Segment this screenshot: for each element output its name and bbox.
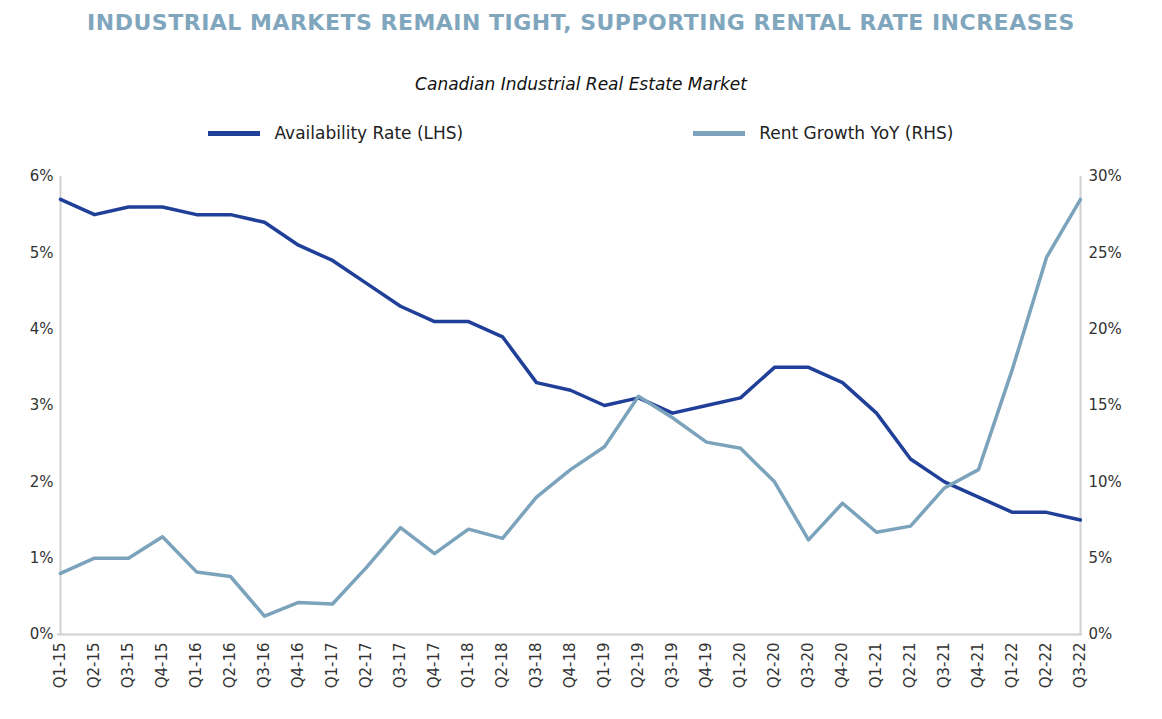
svg-text:Q3-22: Q3-22	[1071, 643, 1089, 689]
svg-text:Q3-17: Q3-17	[391, 643, 409, 689]
html-text:INDUSTRIAL MARKETS REMAIN TIGH: INDUSTRIAL MARKETS REMAIN TIGHT, SUPPORT…	[87, 10, 1075, 35]
svg-text:3%: 3%	[30, 396, 54, 414]
svg-text:Q2-18: Q2-18	[493, 643, 511, 689]
svg-text:4%: 4%	[30, 320, 54, 338]
html-text:Rent Growth YoY (RHS): Rent Growth YoY (RHS)	[759, 123, 954, 143]
svg-text:25%: 25%	[1089, 244, 1122, 262]
svg-text:Q1-18: Q1-18	[459, 643, 477, 689]
svg-text:Q2-22: Q2-22	[1037, 643, 1055, 689]
svg-text:Q3-16: Q3-16	[255, 643, 273, 689]
html-text:Availability Rate (LHS): Availability Rate (LHS)	[274, 123, 464, 143]
svg-text:Q2-20: Q2-20	[765, 643, 783, 689]
svg-text:Q2-19: Q2-19	[629, 643, 647, 689]
svg-text:1%: 1%	[30, 549, 54, 567]
svg-text:Q2-17: Q2-17	[357, 643, 375, 689]
svg-text:Q4-15: Q4-15	[153, 643, 171, 689]
svg-text:Q3-20: Q3-20	[799, 643, 817, 689]
svg-text:Q1-19: Q1-19	[595, 643, 613, 689]
svg-text:Q4-21: Q4-21	[969, 643, 987, 689]
svg-text:Q3-19: Q3-19	[663, 643, 681, 689]
svg-text:0%: 0%	[30, 625, 54, 643]
svg-text:Q2-15: Q2-15	[85, 643, 103, 689]
svg-text:Q1-20: Q1-20	[731, 643, 749, 689]
svg-text:Q1-21: Q1-21	[867, 643, 885, 689]
svg-text:0%: 0%	[1089, 625, 1113, 643]
svg-text:15%: 15%	[1089, 396, 1122, 414]
html-text:Canadian Industrial Real Estat: Canadian Industrial Real Estate Market	[415, 74, 747, 94]
svg-text:Q4-17: Q4-17	[425, 643, 443, 689]
svg-text:Q4-18: Q4-18	[561, 643, 579, 689]
svg-text:Q3-18: Q3-18	[527, 643, 545, 689]
svg-text:6%: 6%	[30, 167, 54, 185]
svg-text:Q2-21: Q2-21	[901, 643, 919, 689]
svg-text:20%: 20%	[1089, 320, 1122, 338]
svg-text:Q1-17: Q1-17	[323, 643, 341, 689]
svg-text:Q4-20: Q4-20	[833, 643, 851, 689]
svg-text:5%: 5%	[1089, 549, 1113, 567]
svg-text:30%: 30%	[1089, 167, 1122, 185]
svg-text:Q3-21: Q3-21	[935, 643, 953, 689]
svg-text:Q1-16: Q1-16	[187, 643, 205, 689]
svg-text:Q1-15: Q1-15	[51, 643, 69, 689]
svg-text:Q1-22: Q1-22	[1003, 643, 1021, 689]
svg-text:10%: 10%	[1089, 473, 1122, 491]
svg-text:Q4-16: Q4-16	[289, 643, 307, 689]
svg-text:2%: 2%	[30, 473, 54, 491]
svg-text:5%: 5%	[30, 244, 54, 262]
svg-text:Q2-16: Q2-16	[221, 643, 239, 689]
svg-text:Q4-19: Q4-19	[697, 643, 715, 689]
svg-text:Q3-15: Q3-15	[119, 643, 137, 689]
